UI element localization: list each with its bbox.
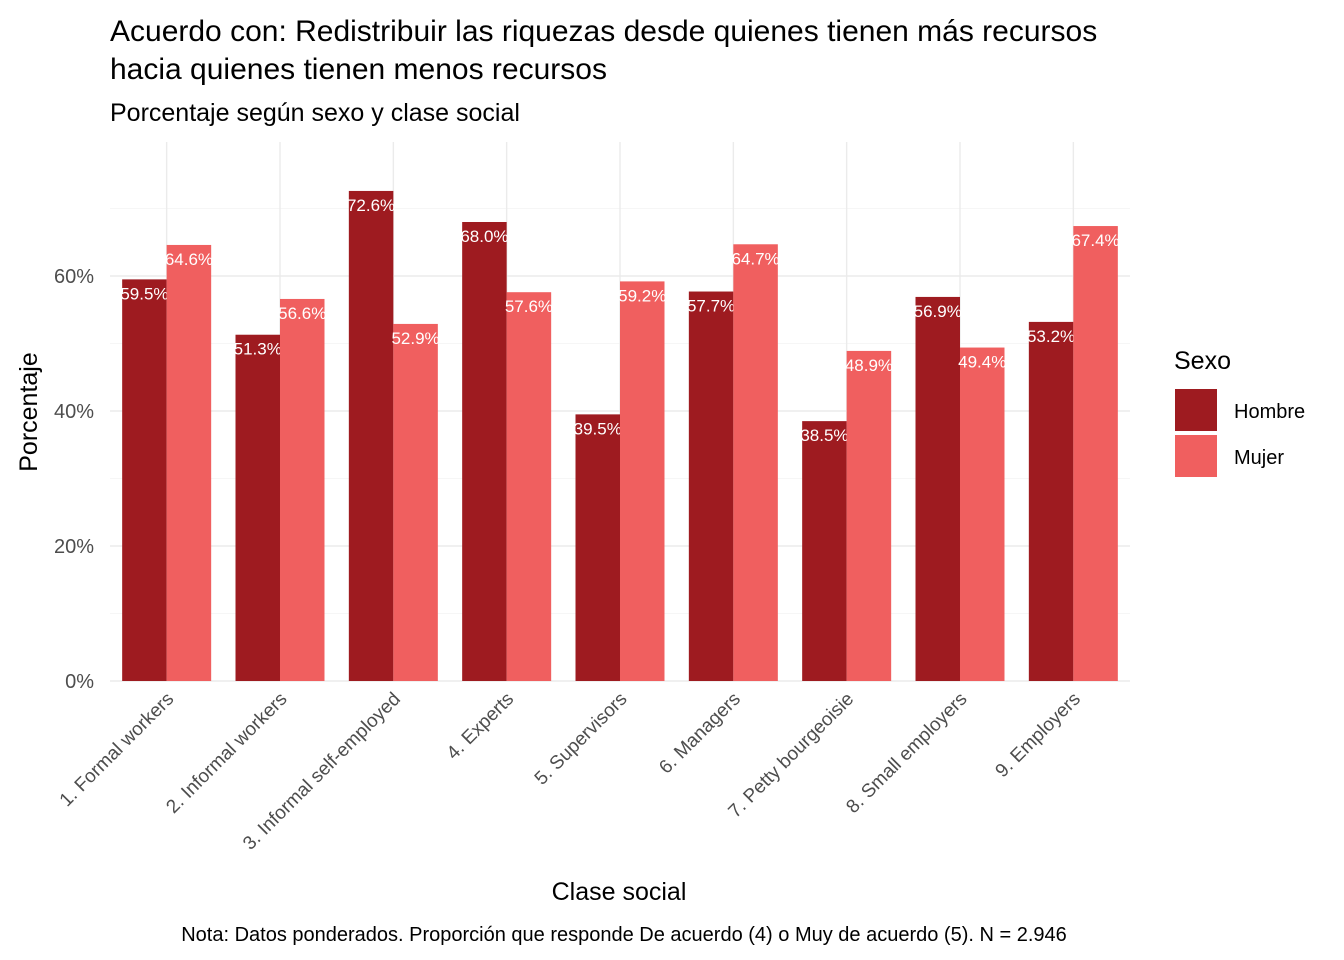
caption: Nota: Datos ponderados. Proporción que r… — [181, 924, 1067, 946]
bar-hombre — [802, 421, 847, 681]
bar-hombre — [462, 222, 507, 681]
y-tick-label: 60% — [54, 266, 94, 288]
bar-hombre — [1028, 321, 1074, 681]
bar-value-label: 49.4% — [958, 353, 1006, 372]
bar-value-label: 56.9% — [914, 302, 962, 321]
bar-mujer — [733, 244, 778, 681]
bar-mujer — [506, 292, 552, 681]
bar-mujer — [393, 323, 438, 681]
bar-hombre — [235, 334, 280, 681]
legend-title: Sexo — [1174, 347, 1231, 375]
chart-title-line1: Acuerdo con: Redistribuir las riquezas d… — [110, 15, 1097, 48]
bar-hombre — [915, 296, 960, 681]
bar-value-label: 57.6% — [505, 297, 553, 316]
bar-value-label: 52.9% — [391, 329, 439, 348]
x-tick-label: 8. Small employers — [842, 689, 971, 818]
bar-mujer — [166, 244, 212, 681]
legend-label-hombre: Hombre — [1234, 401, 1305, 423]
bar-value-label: 53.2% — [1027, 327, 1075, 346]
x-axis-title: Clase social — [552, 878, 687, 906]
bar-value-label: 57.7% — [687, 297, 735, 316]
bar-mujer — [1073, 226, 1118, 682]
bar-value-label: 48.9% — [845, 356, 893, 375]
y-tick-label: 20% — [54, 536, 94, 558]
legend-key-hombre — [1175, 389, 1217, 431]
bar-value-label: 67.4% — [1071, 231, 1119, 250]
legend-key-mujer — [1175, 435, 1217, 477]
x-tick-label: 1. Formal workers — [56, 689, 178, 811]
bar-value-label: 64.6% — [165, 250, 213, 269]
y-ticks: 0% 20% 40% 60% — [54, 266, 94, 693]
bar-hombre — [122, 279, 167, 681]
legend-label-mujer: Mujer — [1234, 447, 1284, 469]
x-tick-label: 5. Supervisors — [531, 689, 632, 790]
y-tick-label: 40% — [54, 401, 94, 423]
x-tick-label: 7. Petty bourgeoisie — [725, 689, 859, 823]
bar-value-label: 64.7% — [731, 249, 779, 268]
chart-subtitle: Porcentaje según sexo y clase social — [110, 99, 520, 127]
bar-hombre — [348, 190, 394, 681]
bar-value-label: 68.0% — [460, 227, 508, 246]
bar-hombre — [575, 414, 620, 681]
bar-value-label: 51.3% — [234, 340, 282, 359]
x-tick-label: 4. Experts — [443, 689, 518, 764]
bar-value-label: 56.6% — [278, 304, 326, 323]
bar-mujer — [846, 350, 892, 681]
bar-value-label: 39.5% — [574, 419, 622, 438]
legend: Sexo Hombre Mujer — [1174, 347, 1305, 477]
x-tick-label: 2. Informal workers — [162, 689, 291, 818]
bar-mujer — [960, 347, 1005, 681]
bar-mujer — [620, 281, 665, 681]
y-tick-label: 0% — [65, 671, 94, 693]
bar-mujer — [280, 298, 325, 681]
y-axis-title: Porcentaje — [15, 352, 43, 472]
bar-value-label: 72.6% — [347, 196, 395, 215]
x-tick-label: 6. Managers — [655, 689, 745, 779]
bar-value-label: 38.5% — [800, 426, 848, 445]
chart-title-line2: hacia quienes tienen menos recursos — [110, 53, 607, 86]
bar-value-label: 59.5% — [120, 284, 168, 303]
bars-layer: 59.5% 64.6% 51.3% 56.6% 72.6% 52.9% 68.0% 57.6%… — [120, 190, 1120, 682]
bar-value-label: 59.2% — [618, 286, 666, 305]
x-tick-label: 9. Employers — [992, 689, 1085, 782]
bar-hombre — [688, 291, 734, 681]
